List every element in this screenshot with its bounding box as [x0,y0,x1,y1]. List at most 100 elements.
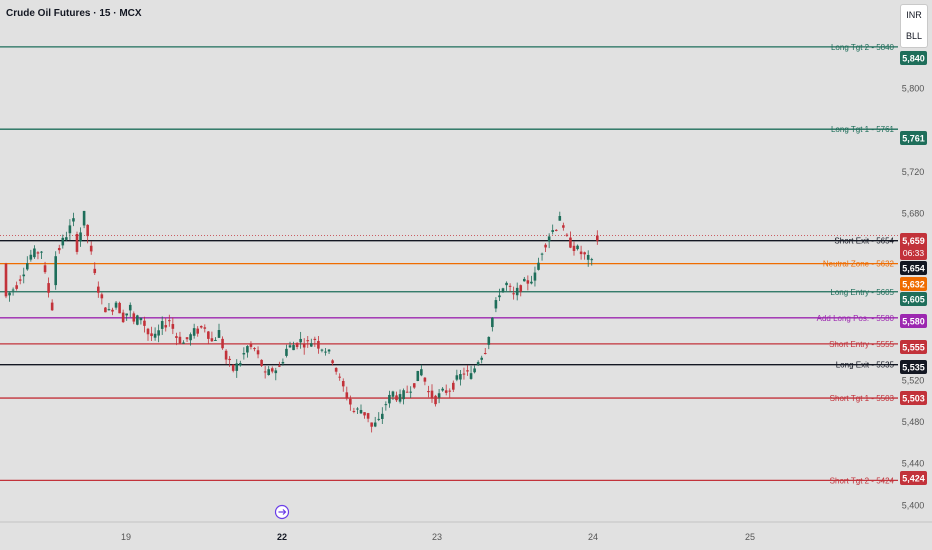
level-tag [900,51,927,65]
candle-body [299,338,302,343]
candle-body [36,252,40,254]
candle-body [452,382,455,390]
x-tick-label: 22 [277,532,287,542]
candle-body [562,225,565,228]
candle-body [338,376,341,378]
candle-body [146,328,150,335]
candle-body [320,349,324,351]
candle-body [476,362,480,365]
level-tag [900,360,927,374]
candle-body [132,313,136,322]
candle-body [373,422,377,427]
candle-body [175,336,178,338]
candle-body [86,224,89,237]
level-tag-text: 5,605 [902,295,925,305]
candle-body [416,370,420,382]
candle-body [402,390,405,400]
candle-body [256,350,260,355]
candle-body [207,331,210,339]
candle-body [437,393,441,398]
candle-body [430,390,434,399]
candle-body [217,330,221,338]
candle-body [508,285,512,287]
candle-body [420,369,423,376]
candle-body [434,395,437,405]
candle-body [228,358,231,361]
candle-body [494,300,498,309]
candle-body [462,373,466,375]
candle-body [412,383,416,388]
candle-body [331,360,334,364]
candle-body [498,295,501,298]
candle-body [185,337,189,340]
candle-body [310,343,313,347]
candle-body [278,365,281,367]
candle-body [423,377,427,382]
candle-body [356,408,359,410]
candle-body [441,388,444,391]
candle-body [68,225,72,234]
candle-body [97,286,100,293]
candle-body [136,315,139,325]
candle-body [288,345,292,348]
y-tick-label: 5,400 [902,500,925,510]
y-tick-label: 5,480 [902,417,925,427]
candle-body [285,348,288,356]
candle-body [22,274,26,277]
candle-body [274,370,278,374]
candle-body [526,280,530,284]
candle-body [29,254,33,260]
candle-body [114,302,118,308]
candle-body [409,391,412,393]
currency-unit-box[interactable]: INR BLL [900,4,928,48]
currency-label: INR [906,10,922,20]
level-tag-text: 5,555 [902,343,925,353]
candle-body [100,294,104,299]
bar-countdown-text: 06:33 [903,248,925,258]
candle-body [72,218,75,222]
candle-body [547,236,551,242]
candle-body [89,245,93,252]
candle-body [466,370,469,372]
y-tick-label: 5,440 [902,459,925,469]
candle-body [40,251,43,253]
candle-body [50,302,54,311]
session-marker-icon[interactable] [274,504,290,520]
candle-body [544,244,547,248]
candle-body [313,338,317,340]
candle-body [554,229,558,231]
candle-body [246,346,249,353]
candle-body [473,368,476,373]
level-tag-text: 5,580 [902,317,925,327]
level-tag [900,340,927,354]
y-tick-label: 5,680 [902,209,925,219]
candle-body [270,368,274,372]
candle-body [551,230,554,232]
candle-body [128,304,132,311]
chart-title: Crude Oil Futures · 15 · MCX [6,8,142,19]
candle-body [267,369,270,376]
candle-body [370,422,373,427]
candle-body [121,312,125,323]
candle-body [235,363,239,371]
candle-body [565,234,569,236]
level-label: Add Long Pos. - 5580 [817,314,895,323]
candle-body [57,248,61,251]
candle-body [519,285,523,292]
candle-body [11,289,15,291]
candle-body [405,391,409,393]
candle-body [15,285,18,289]
level-tag [900,314,927,328]
candle-body [143,320,146,326]
candle-body [189,334,192,341]
level-tag-text: 5,535 [902,363,925,373]
candle-body [306,340,310,342]
candle-body [8,292,11,296]
candle-body [47,283,50,293]
candle-body [455,375,459,380]
candle-body [168,320,171,322]
candle-body [483,353,487,355]
candle-body [501,288,505,293]
